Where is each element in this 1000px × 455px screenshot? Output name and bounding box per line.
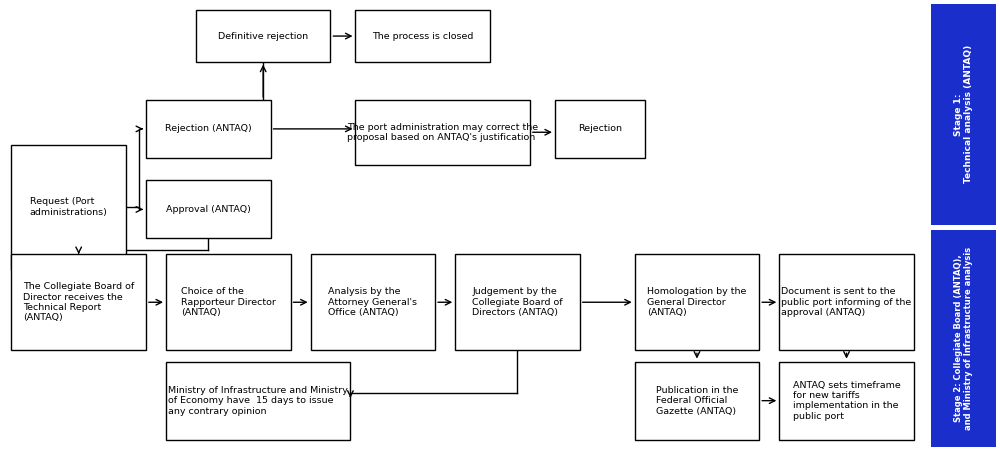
FancyBboxPatch shape <box>146 180 271 238</box>
Text: Analysis by the
Attorney General's
Office (ANTAQ): Analysis by the Attorney General's Offic… <box>328 288 417 317</box>
FancyBboxPatch shape <box>931 230 996 446</box>
Text: Request (Port
administrations): Request (Port administrations) <box>30 197 108 217</box>
FancyBboxPatch shape <box>11 145 126 270</box>
Text: Rejection: Rejection <box>578 124 622 133</box>
FancyBboxPatch shape <box>11 254 146 350</box>
FancyBboxPatch shape <box>455 254 580 350</box>
Text: Approval (ANTAQ): Approval (ANTAQ) <box>166 205 251 214</box>
FancyBboxPatch shape <box>311 254 435 350</box>
Text: ANTAQ sets timeframe
for new tariffs
implementation in the
public port: ANTAQ sets timeframe for new tariffs imp… <box>793 380 900 421</box>
Text: Stage 2: Collegiate Board (ANTAQ),
and Ministry of Infrastructure analysis: Stage 2: Collegiate Board (ANTAQ), and M… <box>954 247 973 430</box>
Text: Stage 1:
Technical analysis (ANTAQ): Stage 1: Technical analysis (ANTAQ) <box>954 45 973 183</box>
Text: Choice of the
Rapporteur Director
(ANTAQ): Choice of the Rapporteur Director (ANTAQ… <box>181 288 276 317</box>
Text: Homologation by the
General Director
(ANTAQ): Homologation by the General Director (AN… <box>647 288 747 317</box>
FancyBboxPatch shape <box>635 362 759 440</box>
FancyBboxPatch shape <box>355 10 490 62</box>
FancyBboxPatch shape <box>355 100 530 165</box>
FancyBboxPatch shape <box>196 10 330 62</box>
FancyBboxPatch shape <box>146 100 271 158</box>
Text: Ministry of Infrastructure and Ministry
of Economy have  15 days to issue
any co: Ministry of Infrastructure and Ministry … <box>168 386 348 415</box>
FancyBboxPatch shape <box>635 254 759 350</box>
FancyBboxPatch shape <box>931 4 996 225</box>
FancyBboxPatch shape <box>555 100 645 158</box>
FancyBboxPatch shape <box>166 362 350 440</box>
Text: Document is sent to the
public port informing of the
approval (ANTAQ): Document is sent to the public port info… <box>781 288 912 317</box>
Text: The process is closed: The process is closed <box>372 31 473 40</box>
Text: Definitive rejection: Definitive rejection <box>218 31 308 40</box>
FancyBboxPatch shape <box>779 362 914 440</box>
Text: Rejection (ANTAQ): Rejection (ANTAQ) <box>165 124 252 133</box>
FancyBboxPatch shape <box>166 254 291 350</box>
Text: The Collegiate Board of
Director receives the
Technical Report
(ANTAQ): The Collegiate Board of Director receive… <box>23 282 134 322</box>
FancyBboxPatch shape <box>779 254 914 350</box>
Text: The port administration may correct the
proposal based on ANTAQ's justification: The port administration may correct the … <box>347 122 538 142</box>
Text: Judgement by the
Collegiate Board of
Directors (ANTAQ): Judgement by the Collegiate Board of Dir… <box>472 288 563 317</box>
Text: Publication in the
Federal Official
Gazette (ANTAQ): Publication in the Federal Official Gaze… <box>656 386 738 415</box>
